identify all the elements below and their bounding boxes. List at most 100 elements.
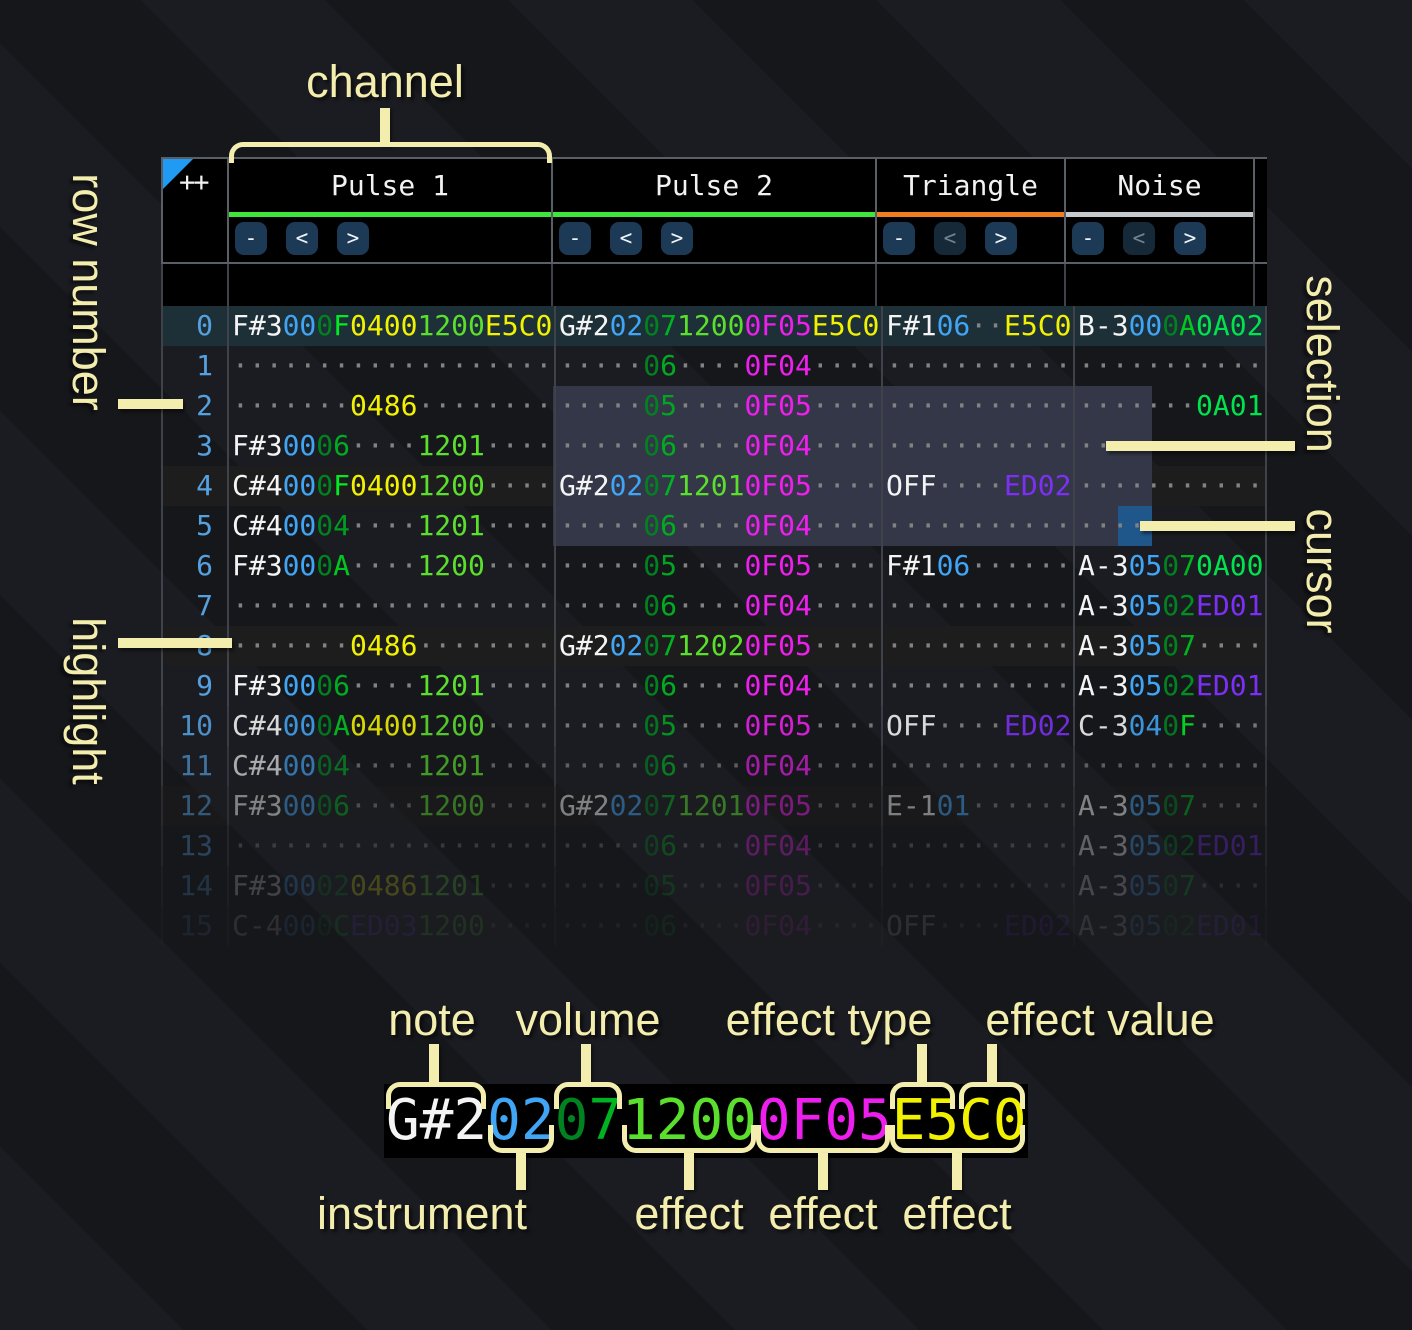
field-vol: 06 — [643, 749, 678, 782]
pattern-cell-pulse-2[interactable]: ·····05····0F05···· — [556, 546, 883, 586]
channel-minus-button-pulse-2[interactable]: - — [559, 222, 591, 255]
pattern-cell-pulse-1[interactable]: C#4000F04001200···· — [229, 466, 556, 506]
pattern-cell-noise[interactable]: ··········· — [1075, 346, 1267, 386]
pattern-cell-pulse-2[interactable]: ·····06····0F04···· — [556, 666, 883, 706]
pattern-cell-pulse-2[interactable]: G#2020712010F05···· — [556, 466, 883, 506]
pattern-cell-pulse-1[interactable]: C#40004····1201···· — [229, 746, 556, 786]
pattern-cell-pulse-2[interactable]: ·····06····0F04···· — [556, 746, 883, 786]
pattern-cell-triangle[interactable]: ··········· — [883, 826, 1075, 866]
pattern-cell-pulse-1[interactable]: ··················· — [229, 346, 556, 386]
pattern-cell-pulse-2[interactable]: ·····05····0F05···· — [556, 866, 883, 906]
pattern-cell-triangle[interactable]: F#106··E5C0 — [883, 306, 1075, 346]
field-note: A-3 — [1078, 789, 1129, 822]
pattern-cell-pulse-1[interactable]: ·······0486········ — [229, 626, 556, 666]
field-dot: ···· — [350, 429, 418, 462]
pattern-cell-noise[interactable]: A-30502ED01 — [1075, 666, 1267, 706]
pattern-cell-pulse-2[interactable]: ·····06····0F04···· — [556, 426, 883, 466]
pattern-cell-pulse-1[interactable]: F#30006····1200···· — [229, 786, 556, 826]
pattern-cell-noise[interactable]: A-30507···· — [1075, 626, 1267, 666]
corner-plus-button[interactable]: ++ — [179, 167, 209, 198]
channel-name-triangle[interactable]: Triangle — [903, 169, 1038, 202]
pattern-cell-pulse-1[interactable]: C#40004····1201···· — [229, 506, 556, 546]
pattern-cell-pulse-2[interactable]: ·····06····0F04···· — [556, 586, 883, 626]
pattern-cell-pulse-1[interactable]: ·······0486········ — [229, 386, 556, 426]
field-ins: 06 — [936, 549, 971, 582]
pattern-cell-triangle[interactable]: ··········· — [883, 426, 1075, 466]
pattern-cell-pulse-1[interactable]: F#30006····1201···· — [229, 426, 556, 466]
field-dot: ··········· — [886, 509, 1072, 542]
pattern-cell-noise[interactable]: A-30502ED01 — [1075, 826, 1267, 866]
pattern-cell-triangle[interactable]: ··········· — [883, 626, 1075, 666]
pattern-cell-noise[interactable]: A-305070A00 — [1075, 546, 1267, 586]
pattern-cell-pulse-2[interactable]: ·····05····0F05···· — [556, 706, 883, 746]
pattern-cell-triangle[interactable]: OFF····ED02 — [883, 706, 1075, 746]
field-vol: 04 — [316, 509, 351, 542]
pattern-cell-triangle[interactable]: ··········· — [883, 346, 1075, 386]
pattern-cell-pulse-1[interactable]: F#3000F04001200E5C0 — [229, 306, 556, 346]
pattern-cell-triangle[interactable]: OFF····ED02 — [883, 466, 1075, 506]
pattern-cell-triangle[interactable]: E-101······ — [883, 786, 1075, 826]
pattern-cell-pulse-2[interactable]: ·····06····0F04···· — [556, 906, 883, 946]
pattern-cell-triangle[interactable]: ··········· — [883, 506, 1075, 546]
pattern-cell-triangle[interactable]: ··········· — [883, 746, 1075, 786]
pattern-cell-noise[interactable]: ·······0A01 — [1075, 386, 1267, 426]
pattern-cell-pulse-1[interactable]: F#3000204861201···· — [229, 866, 556, 906]
pattern-cell-noise[interactable]: A-30502ED01 — [1075, 586, 1267, 626]
pattern-cell-pulse-2[interactable]: ·····06····0F04···· — [556, 506, 883, 546]
channel-next-pattern-button-triangle[interactable]: > — [985, 222, 1017, 255]
pattern-cell-pulse-2[interactable]: ·····06····0F04···· — [556, 826, 883, 866]
row-number: 6 — [163, 546, 229, 586]
pattern-cell-triangle[interactable]: ··········· — [883, 866, 1075, 906]
pattern-row: 4 C#4000F04001200···· G#2020712010F05···· O… — [161, 466, 1267, 506]
channel-name-pulse-1[interactable]: Pulse 1 — [330, 169, 449, 202]
pattern-cell-triangle[interactable]: ··········· — [883, 666, 1075, 706]
pattern-cell-noise[interactable]: B-3000A0A02 — [1075, 306, 1267, 346]
pattern-cell-noise[interactable]: ··········· — [1075, 466, 1267, 506]
field-dot: ··········· — [1078, 349, 1264, 382]
field-vol: 07 — [1162, 789, 1197, 822]
pattern-cell-noise[interactable]: A-30507···· — [1075, 866, 1267, 906]
pattern-cell-pulse-2[interactable]: ·····06····0F04···· — [556, 346, 883, 386]
field-vol: 05 — [643, 549, 678, 582]
pattern-cell-pulse-2[interactable]: G#2020712000F05E5C0 — [556, 306, 883, 346]
channel-minus-button-triangle[interactable]: - — [883, 222, 915, 255]
pattern-cell-triangle[interactable]: ··········· — [883, 586, 1075, 626]
pattern-cell-pulse-1[interactable]: C-4000CED031200···· — [229, 906, 556, 946]
channel-prev-pattern-button-pulse-1[interactable]: < — [286, 222, 318, 255]
pattern-cell-noise[interactable]: ··········· — [1075, 746, 1267, 786]
channel-prev-pattern-button-noise[interactable]: < — [1123, 222, 1155, 255]
pattern-cell-pulse-1[interactable]: F#30006····1201···· — [229, 666, 556, 706]
pattern-cell-pulse-1[interactable]: F#3000A····1200···· — [229, 546, 556, 586]
pattern-cell-pulse-2[interactable]: G#2020712020F05···· — [556, 626, 883, 666]
field-vol: 07 — [1162, 869, 1197, 902]
pattern-cell-pulse-1[interactable]: ··················· — [229, 586, 556, 626]
pattern-cell-pulse-1[interactable]: ··················· — [229, 826, 556, 866]
channel-name-noise[interactable]: Noise — [1117, 169, 1202, 202]
field-dot: ···· — [936, 469, 1005, 502]
channel-minus-button-noise[interactable]: - — [1072, 222, 1104, 255]
pattern-cell-triangle[interactable]: OFF····ED02 — [883, 906, 1075, 946]
pattern-cell-triangle[interactable]: ··········· — [883, 386, 1075, 426]
pattern-cell-noise[interactable]: A-30502ED01 — [1075, 906, 1267, 946]
channel-next-pattern-button-pulse-2[interactable]: > — [661, 222, 693, 255]
pattern-cell-noise[interactable]: A-30507···· — [1075, 786, 1267, 826]
channel-next-pattern-button-pulse-1[interactable]: > — [337, 222, 369, 255]
pattern-cell-pulse-2[interactable]: ·····05····0F05···· — [556, 386, 883, 426]
pattern-cell-pulse-2[interactable]: G#2020712010F05···· — [556, 786, 883, 826]
selection-overlay — [553, 386, 1152, 546]
corner-triangle-icon — [163, 159, 193, 189]
pattern-cell-triangle[interactable]: F#106······ — [883, 546, 1075, 586]
channel-next-pattern-button-noise[interactable]: > — [1174, 222, 1206, 255]
spacer-cell — [877, 264, 1066, 306]
field-dot: ···· — [811, 429, 880, 462]
channel-minus-button-pulse-1[interactable]: - — [235, 222, 267, 255]
channel-name-pulse-2[interactable]: Pulse 2 — [654, 169, 773, 202]
field-ins: 05 — [1128, 829, 1163, 862]
pattern-cell-pulse-1[interactable]: C#4000A04001200···· — [229, 706, 556, 746]
effect-type-callout-stem — [917, 1044, 927, 1085]
pattern-cell-noise[interactable]: C-3040F···· — [1075, 706, 1267, 746]
channel-prev-pattern-button-triangle[interactable]: < — [934, 222, 966, 255]
channel-prev-pattern-button-pulse-2[interactable]: < — [610, 222, 642, 255]
pattern-row: 3 F#30006····1201···· ·····06····0F04···· ·… — [161, 426, 1267, 466]
effect-type-callout-bracket — [890, 1082, 955, 1109]
